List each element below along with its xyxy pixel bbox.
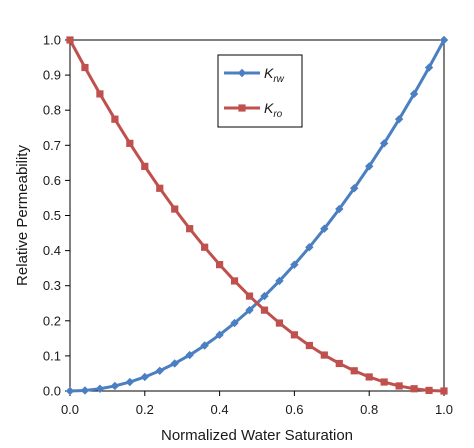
y-tick-label: 1.0 (43, 33, 61, 48)
legend-box (217, 54, 303, 128)
x-axis-title: Normalized Water Saturation (161, 427, 353, 444)
data-point (335, 204, 344, 214)
data-point (305, 243, 314, 252)
legend-label: Kro (264, 100, 283, 120)
data-point (111, 115, 119, 123)
legend: Krw Kro (217, 54, 303, 128)
data-point (305, 341, 313, 350)
x-tick-label: 0.0 (61, 402, 79, 417)
data-point (66, 36, 74, 44)
data-point (409, 89, 419, 99)
y-tick-label: 0.2 (43, 313, 61, 328)
data-point (424, 63, 434, 72)
x-tick-label: 0.6 (285, 402, 303, 417)
data-point (201, 243, 209, 251)
data-point (95, 384, 105, 393)
data-point (230, 277, 239, 285)
data-point (425, 386, 433, 395)
x-tick-label: 0.4 (211, 402, 229, 417)
data-point (320, 351, 328, 359)
x-tick-label: 0.8 (360, 402, 378, 417)
data-point (440, 387, 448, 395)
y-tick-label: 0.0 (43, 384, 61, 399)
data-point (80, 386, 90, 395)
y-tick-label: 0.4 (43, 243, 61, 258)
data-point (186, 225, 194, 233)
data-point (260, 306, 269, 314)
y-tick-label: 0.3 (43, 278, 61, 293)
legend-marker (238, 104, 246, 112)
data-point (290, 260, 299, 269)
y-axis-title: Relative Permeability (14, 145, 31, 286)
data-point (125, 377, 135, 387)
series-layer (65, 35, 449, 396)
data-point (439, 35, 449, 45)
legend-item-krw: Krw (224, 65, 285, 85)
data-point (216, 261, 224, 269)
data-point (335, 359, 343, 368)
data-point (185, 350, 194, 360)
data-point (65, 386, 75, 396)
y-tick-label: 0.6 (43, 173, 61, 188)
data-point (320, 224, 329, 233)
y-tick-label: 0.8 (43, 103, 61, 118)
data-point (379, 139, 389, 148)
data-point (155, 366, 164, 375)
data-point (170, 359, 179, 368)
y-tick-label: 0.7 (43, 138, 61, 153)
data-point (245, 305, 254, 315)
data-point (156, 184, 164, 192)
data-point (96, 90, 104, 98)
data-point (410, 385, 418, 393)
data-point (290, 331, 298, 339)
data-point (260, 291, 269, 301)
data-point (394, 114, 404, 124)
data-point (171, 205, 179, 213)
data-point (275, 319, 284, 327)
legend-item-kro: Kro (224, 100, 283, 120)
x-tick-label: 0.2 (136, 402, 154, 417)
x-axis-ticks: 0.0 0.2 0.4 0.6 0.8 1.0 (61, 391, 453, 417)
x-tick-label: 1.0 (435, 402, 453, 417)
data-point (126, 139, 134, 147)
series-kro (66, 36, 448, 395)
y-axis-ticks: 0.0 0.1 0.2 0.3 0.4 0.5 0.6 0.7 0.8 0.9 1.0 (43, 33, 70, 399)
data-point (140, 372, 149, 382)
data-point (81, 63, 89, 72)
data-point (275, 276, 284, 286)
data-point (365, 162, 374, 171)
data-point (395, 382, 403, 390)
data-point (230, 318, 239, 328)
legend-marker (237, 68, 247, 78)
data-point (365, 373, 373, 381)
data-point (350, 184, 359, 193)
data-point (215, 330, 224, 340)
data-point (350, 367, 358, 375)
data-point (110, 381, 120, 391)
legend-label: Krw (264, 65, 285, 85)
data-point (141, 162, 149, 170)
y-tick-label: 0.1 (43, 348, 61, 363)
y-tick-label: 0.9 (43, 68, 61, 83)
data-point (245, 292, 254, 300)
data-point (200, 341, 209, 350)
y-tick-label: 0.5 (43, 208, 61, 223)
data-point (380, 378, 388, 386)
